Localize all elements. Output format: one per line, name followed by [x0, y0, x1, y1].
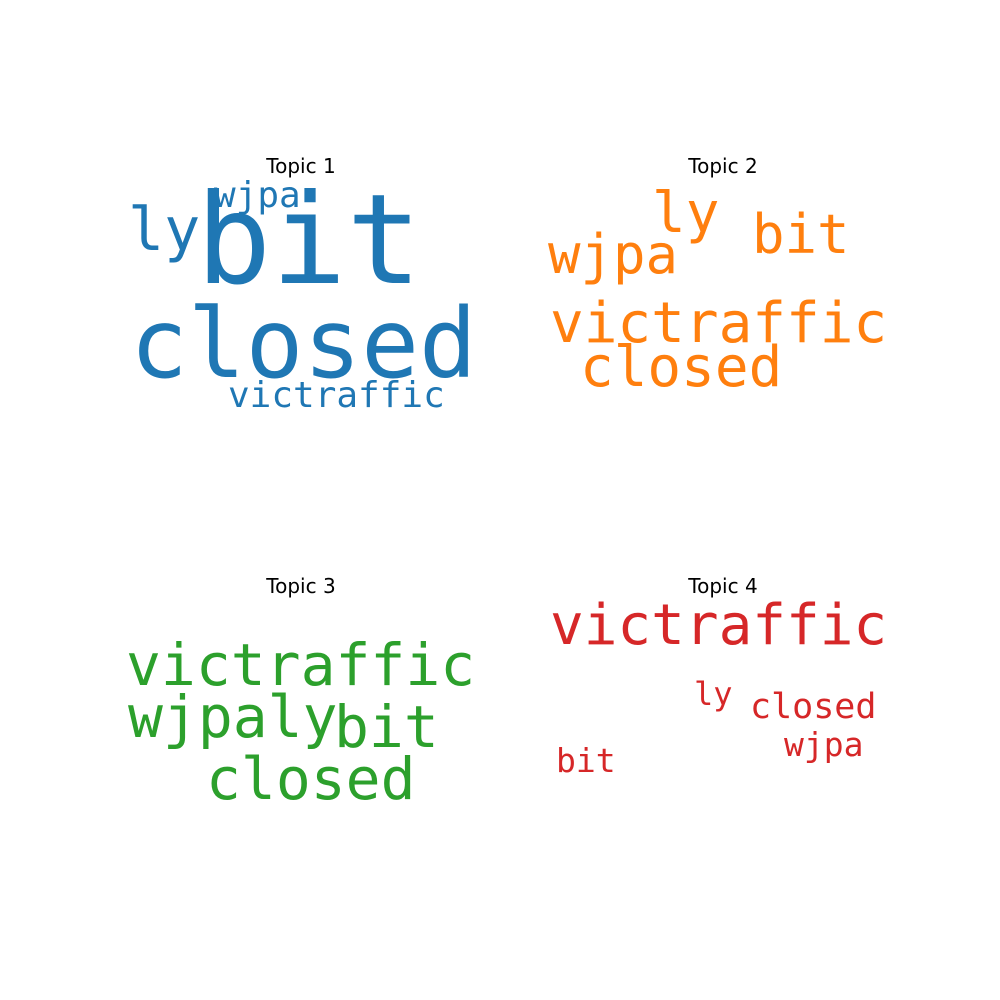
word-closed: closed — [750, 687, 877, 727]
word-victraffic: victraffic — [228, 375, 445, 416]
word-ly: ly — [694, 675, 733, 713]
wordcloud-panel-topic-1: Topic 1 bit closed ly wjpa victraffic — [126, 156, 477, 478]
wordcloud-panel-topic-2: Topic 2 victraffic closed ly wjpa bit — [548, 156, 898, 478]
word-ly: ly — [652, 181, 720, 246]
word-closed: closed — [206, 745, 416, 813]
word-closed: closed — [130, 288, 477, 400]
word-ly: ly — [128, 195, 201, 265]
word-bit: bit — [556, 741, 616, 780]
word-bit: bit — [752, 203, 850, 266]
word-bit: bit — [334, 693, 439, 761]
panel-title: Topic 2 — [688, 154, 758, 178]
word-wjpa: wjpa — [214, 175, 301, 216]
word-wjpa: wjpa — [548, 223, 679, 286]
word-victraffic: victraffic — [126, 631, 476, 699]
panel-title: Topic 4 — [688, 574, 758, 598]
word-closed: closed — [580, 335, 783, 400]
word-wjpaly: wjpaly — [128, 683, 338, 751]
wordcloud-panel-topic-3: Topic 3 victraffic wjpaly bit closed — [126, 576, 476, 898]
panel-title: Topic 1 — [266, 154, 336, 178]
panel-title: Topic 3 — [266, 574, 336, 598]
wordcloud-panel-topic-4: Topic 4 victraffic closed wjpa bit ly — [548, 576, 898, 898]
word-wjpa: wjpa — [784, 725, 864, 764]
word-victraffic: victraffic — [550, 593, 888, 658]
word-bit: bit — [196, 168, 422, 313]
word-victraffic: victraffic — [550, 291, 888, 356]
